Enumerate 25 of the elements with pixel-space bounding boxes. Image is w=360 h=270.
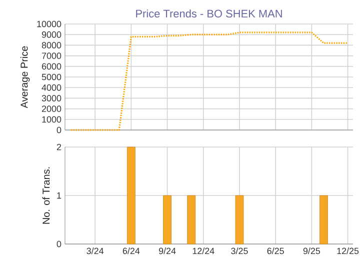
y-tick-label: 5000	[42, 74, 62, 80]
x-tick-label: 12/24	[192, 248, 214, 254]
x-tick-label: 6/25	[267, 248, 284, 254]
x-tick-label: 3/25	[231, 248, 248, 254]
y-tick-label: 1000	[42, 116, 62, 123]
x-tick-label: 6/24	[122, 248, 140, 254]
x-tick-label: 3/24	[86, 248, 104, 254]
x-tick-label: 9/25	[303, 248, 320, 254]
y-tick-label: 0	[56, 240, 62, 248]
y-tick-label: 1	[57, 192, 62, 199]
y-tick-label: 6000	[42, 63, 62, 70]
y-tick-label: 2000	[42, 106, 62, 112]
y-tick-label: 8000	[42, 42, 62, 48]
y-tick-label: 2	[56, 144, 62, 150]
y-axis-title: Average Price	[20, 46, 30, 108]
y-tick-label: 4000	[42, 84, 62, 91]
x-tick-label: 9/24	[158, 248, 176, 254]
x-tick-label: 12/25	[337, 248, 359, 254]
y-axis-title: No. of Trans.	[42, 167, 50, 224]
y-tick-label: 9000	[42, 31, 62, 38]
y-tick-label: 0	[56, 126, 62, 134]
y-tick-label: 7000	[42, 52, 62, 59]
y-tick-label: 3000	[42, 95, 62, 102]
y-tick-label: 10000	[37, 20, 62, 28]
chart-title: Price Trends - BO SHEK MAN	[136, 9, 282, 18]
